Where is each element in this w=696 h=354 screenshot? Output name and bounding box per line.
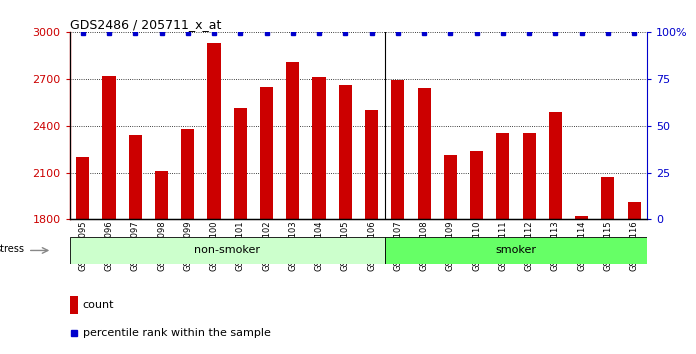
Bar [470, 151, 483, 219]
Bar [523, 133, 536, 219]
Bar [70, 296, 78, 314]
Bar [418, 88, 431, 219]
Bar [385, 237, 647, 264]
Bar [549, 112, 562, 219]
Text: GDS2486 / 205711_x_at: GDS2486 / 205711_x_at [70, 18, 221, 31]
Text: smoker: smoker [496, 245, 537, 256]
Bar [207, 43, 221, 219]
Bar [70, 237, 385, 264]
Text: stress: stress [0, 244, 24, 254]
Bar [601, 177, 615, 219]
Text: non-smoker: non-smoker [194, 245, 260, 256]
Bar [286, 62, 299, 219]
Bar [444, 155, 457, 219]
Bar [102, 76, 116, 219]
Text: count: count [83, 300, 114, 310]
Bar [496, 133, 509, 219]
Bar [155, 171, 168, 219]
Bar [129, 135, 142, 219]
Bar [260, 87, 273, 219]
Bar [234, 108, 247, 219]
Bar [391, 80, 404, 219]
Text: percentile rank within the sample: percentile rank within the sample [83, 328, 271, 338]
Bar [365, 110, 378, 219]
Bar [575, 216, 588, 219]
Bar [628, 202, 641, 219]
Bar [313, 77, 326, 219]
Bar [76, 157, 89, 219]
Bar [339, 85, 352, 219]
Bar [181, 129, 194, 219]
